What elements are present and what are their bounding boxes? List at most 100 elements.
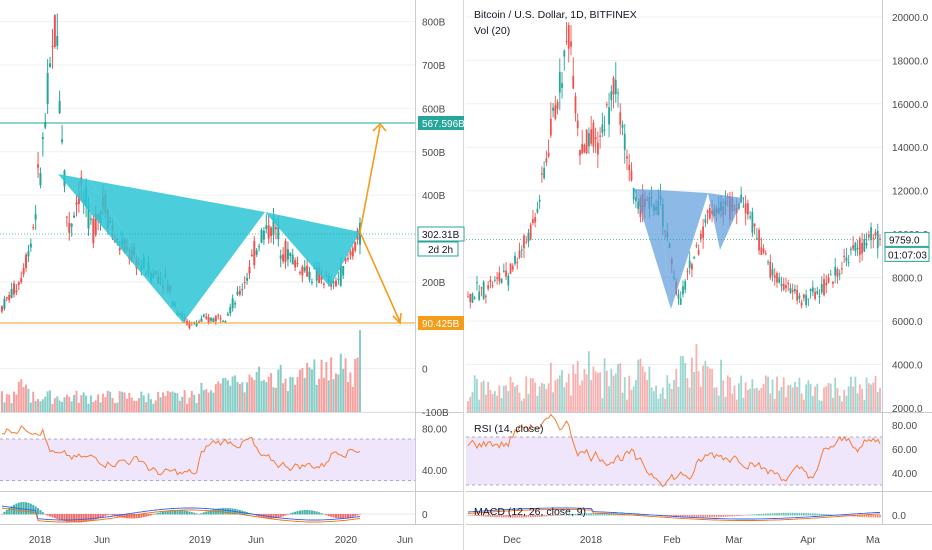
right-candle-body bbox=[630, 170, 633, 181]
left-macd-bar bbox=[97, 514, 100, 519]
right-volume-bar bbox=[643, 372, 646, 412]
right-macd-bar bbox=[599, 512, 601, 516]
right-volume-bar bbox=[491, 393, 494, 412]
right-volume-bar bbox=[879, 387, 881, 412]
left-candle-body bbox=[262, 230, 265, 240]
left-macd-bar bbox=[137, 514, 140, 519]
projection-up-line bbox=[359, 125, 381, 233]
right-candle-body bbox=[518, 250, 521, 258]
right-candle-body bbox=[847, 261, 850, 263]
left-macd-bar bbox=[291, 512, 294, 515]
left-candle-body bbox=[265, 225, 268, 230]
right-candle-body bbox=[778, 277, 781, 283]
left-volume-bar bbox=[356, 357, 359, 412]
right-volume-bar bbox=[532, 378, 534, 412]
left-volume-bar bbox=[255, 371, 258, 412]
left-volume-bar bbox=[238, 383, 241, 412]
right-candle-body bbox=[789, 287, 792, 293]
right-volume-bar bbox=[619, 363, 622, 412]
left-volume-bar bbox=[147, 393, 150, 412]
left-macd-bar bbox=[164, 511, 167, 515]
right-volume-bar bbox=[509, 376, 512, 412]
right-macd-bar bbox=[720, 515, 722, 518]
left-candle-body bbox=[214, 316, 217, 322]
left-time-tick: Jun bbox=[94, 535, 110, 546]
right-volume-bar bbox=[648, 366, 651, 412]
right-badge-countdown: 01:07:03 bbox=[888, 250, 927, 261]
left-volume-bar bbox=[99, 402, 102, 412]
right-macd-bar bbox=[518, 515, 521, 518]
left-macd-bar bbox=[303, 510, 306, 515]
left-macd-bar bbox=[342, 514, 345, 519]
right-macd-bar bbox=[473, 515, 476, 516]
right-candle-body bbox=[802, 294, 805, 299]
left-volume-bar bbox=[25, 384, 28, 412]
left-macd-bar bbox=[1, 514, 3, 515]
right-time-tick: Apr bbox=[800, 535, 816, 546]
right-candle-body bbox=[617, 92, 619, 94]
right-time-tick: Feb bbox=[663, 535, 681, 546]
right-candle-body bbox=[547, 152, 550, 157]
left-volume-bar bbox=[294, 384, 297, 412]
left-macd-bar bbox=[318, 512, 321, 515]
right-macd-bar bbox=[498, 515, 501, 518]
left-candle-body bbox=[246, 277, 249, 281]
right-macd-bar bbox=[592, 513, 595, 516]
right-macd-bar bbox=[563, 514, 566, 516]
left-volume-bar bbox=[8, 394, 11, 412]
left-macd-bar bbox=[298, 510, 301, 515]
right-volume-bar bbox=[473, 375, 476, 412]
right-macd-bar bbox=[494, 515, 496, 518]
left-volume-bar bbox=[186, 403, 189, 412]
right-candle-body bbox=[753, 223, 756, 227]
badge-level-high-bg bbox=[418, 116, 464, 130]
right-candle-body bbox=[758, 229, 760, 251]
right-candle-body bbox=[476, 282, 478, 284]
left-volume-bar bbox=[125, 398, 128, 412]
right-macd-bar bbox=[803, 512, 805, 516]
right-macd-bar bbox=[751, 514, 754, 516]
left-volume-bar bbox=[318, 378, 321, 412]
left-volume-bar bbox=[346, 381, 349, 412]
left-volume-bar bbox=[32, 391, 35, 412]
left-macd-bar bbox=[113, 514, 116, 517]
left-time-tick: Jun bbox=[397, 535, 413, 546]
left-macd-bar bbox=[68, 514, 71, 522]
right-candle-body bbox=[558, 71, 561, 93]
right-macd-bar bbox=[796, 512, 798, 516]
left-candle-body bbox=[195, 322, 198, 326]
left-rsi-tick: 80.00 bbox=[422, 425, 447, 436]
right-volume-bar bbox=[534, 382, 537, 412]
left-macd-bar bbox=[130, 514, 133, 519]
left-volume-bar bbox=[104, 397, 107, 412]
left-volume-bar bbox=[116, 402, 119, 412]
right-volume-bar bbox=[704, 360, 707, 412]
right-volume-bar bbox=[471, 392, 474, 412]
left-candle-body bbox=[337, 278, 340, 280]
right-volume-bar bbox=[825, 386, 828, 412]
right-volume-bar bbox=[476, 378, 478, 412]
right-macd-bar bbox=[509, 515, 512, 518]
right-candle-body bbox=[469, 293, 472, 302]
left-candle-body bbox=[3, 298, 6, 309]
left-candle-body bbox=[224, 321, 227, 323]
left-candle-body bbox=[20, 278, 23, 283]
left-candle-body bbox=[217, 315, 220, 317]
right-macd-bar bbox=[829, 514, 832, 516]
right-candle-body bbox=[612, 77, 615, 95]
left-candle-body bbox=[58, 100, 61, 113]
left-volume-bar bbox=[169, 392, 172, 412]
left-candle-body bbox=[342, 265, 345, 276]
right-candle-body bbox=[567, 25, 570, 49]
right-volume-bar bbox=[834, 377, 837, 412]
right-volume-bar bbox=[518, 392, 521, 412]
right-macd-bar bbox=[861, 515, 863, 518]
left-volume-bar bbox=[207, 392, 210, 412]
left-macd-bar bbox=[53, 514, 56, 519]
left-volume-bar bbox=[222, 378, 225, 412]
right-volume-bar bbox=[552, 392, 554, 412]
right-macd-bar bbox=[785, 512, 787, 516]
right-macd-bar bbox=[525, 515, 528, 518]
right-candle-body bbox=[764, 253, 767, 255]
